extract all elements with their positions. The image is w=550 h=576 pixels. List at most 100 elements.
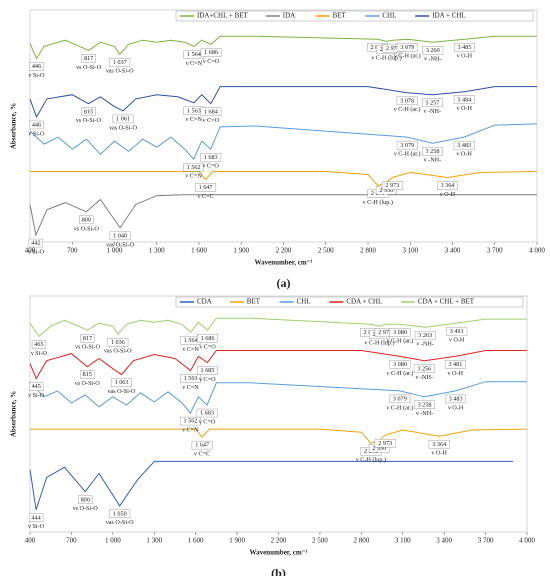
peak-assignment: ν Si-O [28,72,45,79]
peak-box [389,328,411,337]
peak-label: 3 364 [440,182,454,189]
x-tick-label: 400 [25,537,36,545]
peak-assignment: νas O-Si-O [106,519,134,526]
peak-label: 1 647 [199,184,213,191]
peak-label: 465 [34,341,43,348]
peak-label: 1 040 [113,232,127,239]
spectrum-line [29,317,527,338]
peak-box [389,360,411,369]
peak-label: 815 [84,108,93,115]
peak-assignment: ν C=O [203,117,220,124]
peak-assignment: ν C-H (ar.) [394,53,421,60]
peak-box [191,440,213,450]
peak-box [200,48,222,57]
peak-box [389,394,411,404]
spectrum-line [29,123,538,161]
peak-label: 1 647 [195,442,209,449]
peak-label: 3 079 [400,142,414,149]
x-tick-label: 2 500 [318,247,334,255]
peak-box [422,146,443,156]
peak-assignment: ν -NH- [424,157,441,164]
peak-assignment: ν Si-O [28,130,45,137]
peak-label: 445 [32,383,41,390]
peak-assignment: ν C=N [186,60,203,67]
peak-box [446,326,468,336]
peak-assignment: νs O-Si-O [73,505,99,512]
peak-assignment: ν O-H [457,53,473,60]
legend-label: CHL [382,12,396,20]
peak-label: 817 [84,55,93,62]
legend-label: CHL [297,298,311,306]
peak-label: 800 [82,216,91,223]
peak-assignment: ν C-H (lup.) [364,340,394,347]
peak-assignment: νs O-Si-O [75,344,101,351]
peak-assignment: ν O-H [457,105,473,112]
peak-assignment: ν C-H (ar.) [387,338,414,345]
peak-assignment: ν Si-O [28,392,45,399]
peak-label: 1 686 [204,49,218,56]
x-tick-label: 700 [66,537,77,545]
peak-assignment: ν C-H (lup.) [356,457,386,464]
peak-assignment: ν C-H (ar.) [394,151,421,158]
peak-label: 444 [31,514,40,521]
x-tick-label: 3 400 [445,247,461,255]
peak-label: 3 079 [400,44,414,51]
x-tick-label: 3 400 [436,537,452,545]
peak-box [196,408,218,418]
peak-label: 1 050 [113,510,127,517]
peak-box [109,58,131,67]
peak-box [80,370,95,379]
spectrum-line [30,171,538,187]
peak-box [421,98,443,107]
peak-box [183,162,205,172]
peak-assignment: νas O-Si-O [106,68,134,75]
legend-label: BET [333,12,347,20]
legend-label: IDA+CHL + BET [197,12,249,20]
peak-label: 3 256 [417,365,431,372]
peak-assignment: ν -NH- [424,108,441,115]
legend-label: IDA [283,12,295,20]
peak-label: 2 973 [378,440,392,447]
y-axis-label: Absorbance, % [10,103,18,149]
peak-label: 1 037 [113,59,127,66]
peak-assignment: ν C=N [186,116,203,123]
peak-assignment: ν -NH- [416,374,433,381]
peak-assignment: ν C=O [203,58,220,65]
x-tick-label: 4 000 [529,247,545,255]
x-tick-label: 1 900 [229,537,245,545]
peak-assignment: ν O-H [440,191,456,198]
peak-box [428,439,450,449]
spectrum-line [29,35,537,60]
peak-label: 1 563 [184,375,198,382]
peak-assignment: ν C=O [199,344,216,351]
peak-box [396,96,418,106]
peak-label: 3 483 [457,142,471,149]
peak-assignment: ν O-H [449,337,465,344]
peak-assignment: ν C-H (ar.) [387,370,414,377]
spectrum-line [29,381,527,415]
spectrum-line [29,86,537,119]
peak-label: 2 976 [386,45,400,52]
peak-assignment: ν C=N [185,173,202,180]
peak-box [29,62,44,71]
peak-label: 1 683 [204,154,218,161]
peak-label: 3 263 [418,332,432,339]
x-tick-label: 3 100 [395,537,411,545]
peak-label: 1 562 [183,418,197,425]
peak-label: 446 [32,122,41,129]
peak-box [180,374,202,383]
peak-box [453,140,475,150]
spectrum-line [29,194,537,237]
peak-assignment: ν C=C [198,193,214,200]
peak-box [453,95,475,104]
peak-assignment: ν O-H [448,370,464,377]
peak-label: 2 973 [378,329,392,336]
peak-assignment: νas O-Si-O [106,241,134,248]
peak-label: 815 [83,371,92,378]
panel-label: (a) [277,276,291,290]
peak-label: 1 686 [201,335,215,342]
x-tick-label: 4 000 [519,537,535,545]
legend-label: CDA + CHL [346,298,382,306]
peak-box [195,183,217,192]
